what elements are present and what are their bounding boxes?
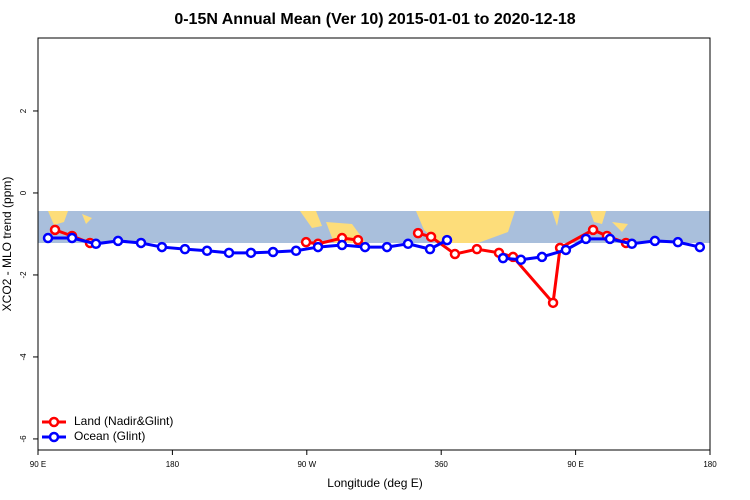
land-shape xyxy=(552,211,560,226)
point xyxy=(536,251,548,263)
y-tick-label: 0 xyxy=(19,190,28,195)
y-tick-label: -6 xyxy=(19,435,28,443)
point xyxy=(425,231,437,243)
x-tick-label: 90 E xyxy=(30,460,46,469)
y-tick-label: -2 xyxy=(19,271,28,279)
point xyxy=(352,234,364,246)
map-background xyxy=(38,211,710,243)
point xyxy=(300,236,312,248)
land-shape xyxy=(590,211,606,224)
point xyxy=(580,233,592,245)
land-shape xyxy=(48,211,68,225)
point xyxy=(156,241,168,253)
point xyxy=(336,239,348,251)
point xyxy=(312,241,324,253)
x-tick-label: 180 xyxy=(703,460,717,469)
y-axis-label: XCO2 - MLO trend (ppm) xyxy=(0,177,14,312)
point xyxy=(112,235,124,247)
point xyxy=(471,243,483,255)
point xyxy=(381,241,393,253)
point xyxy=(547,297,559,309)
point xyxy=(441,234,453,246)
x-tick-label: 360 xyxy=(435,460,449,469)
point xyxy=(604,233,616,245)
point xyxy=(402,238,414,250)
legend-marker xyxy=(48,431,60,443)
land-shape xyxy=(416,211,515,243)
land-shape xyxy=(82,214,92,224)
point xyxy=(515,254,527,266)
point xyxy=(135,237,147,249)
chart-title: 0-15N Annual Mean (Ver 10) 2015-01-01 to… xyxy=(174,11,575,28)
point xyxy=(649,235,661,247)
point xyxy=(449,248,461,260)
y-tick-label: 2 xyxy=(19,108,28,113)
point xyxy=(412,227,424,239)
land-shape xyxy=(612,222,628,232)
legend-label: Land (Nadir&Glint) xyxy=(74,414,173,428)
point xyxy=(223,247,235,259)
x-tick-label: 90 W xyxy=(297,460,316,469)
y-tick-label: -4 xyxy=(19,353,28,361)
point xyxy=(560,244,572,256)
land-shape xyxy=(300,211,322,228)
point xyxy=(672,236,684,248)
point xyxy=(49,224,61,236)
point xyxy=(694,241,706,253)
legend-label: Ocean (Glint) xyxy=(74,429,145,443)
point xyxy=(290,245,302,257)
point xyxy=(424,243,436,255)
point xyxy=(245,247,257,259)
point xyxy=(267,246,279,258)
legend-marker xyxy=(48,416,60,428)
x-tick-label: 90 E xyxy=(567,460,583,469)
plot-frame xyxy=(37,37,711,451)
point xyxy=(626,238,638,250)
x-tick-label: 180 xyxy=(166,460,180,469)
point xyxy=(66,232,78,244)
point xyxy=(359,241,371,253)
point xyxy=(497,252,509,264)
point xyxy=(42,232,54,244)
point xyxy=(179,243,191,255)
point xyxy=(587,224,599,236)
x-axis-label: Longitude (deg E) xyxy=(327,476,422,490)
point xyxy=(201,245,213,257)
point xyxy=(90,238,102,250)
